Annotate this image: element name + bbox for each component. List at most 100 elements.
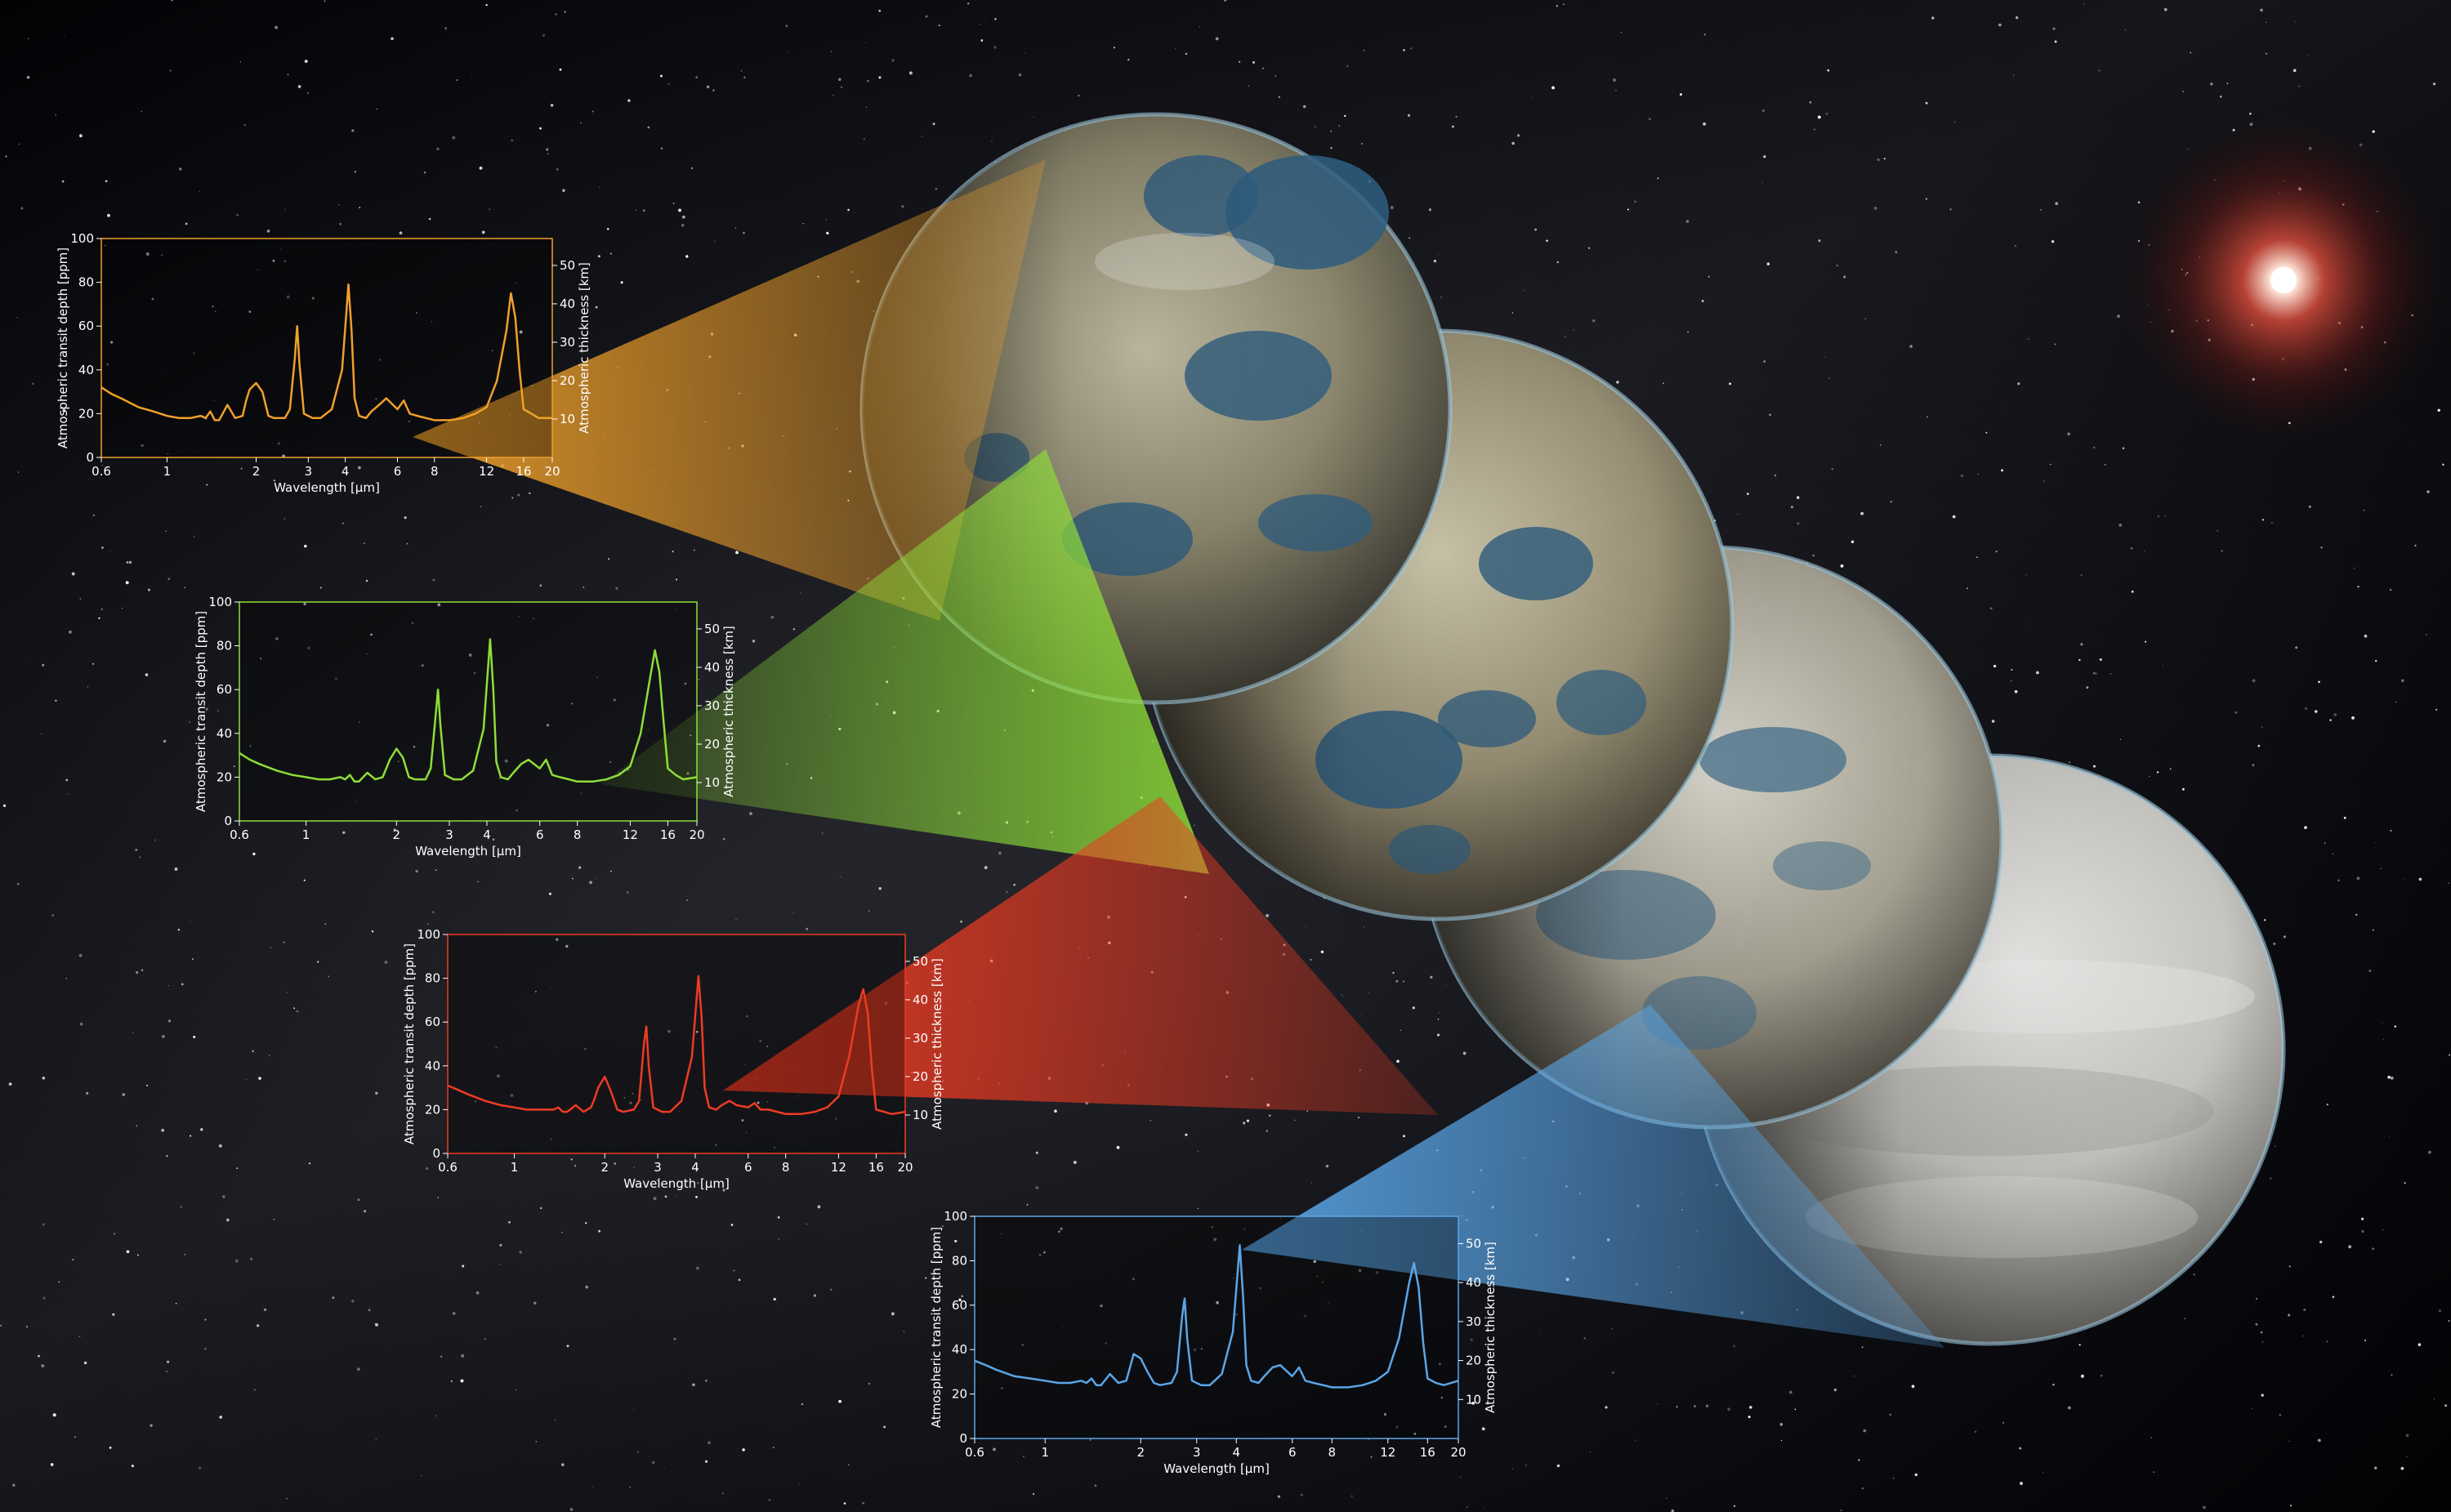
y-axis-label: Atmospheric transit depth [ppm] — [402, 943, 417, 1144]
star — [1104, 1341, 1108, 1345]
star — [2263, 919, 2266, 921]
star — [730, 1224, 734, 1226]
star — [1525, 1464, 1527, 1466]
star — [2332, 1296, 2335, 1298]
star — [772, 1447, 775, 1448]
star — [574, 1164, 577, 1167]
star — [830, 1288, 833, 1291]
star — [561, 1463, 565, 1466]
star — [2319, 1240, 2323, 1244]
star — [266, 230, 270, 233]
star — [615, 587, 618, 590]
star — [2351, 716, 2355, 720]
star — [1733, 1345, 1735, 1348]
star — [2308, 505, 2311, 508]
star — [1824, 356, 1826, 358]
star — [1204, 1417, 1206, 1418]
star — [2374, 842, 2376, 844]
star — [2401, 679, 2404, 682]
star — [739, 1291, 740, 1293]
y-right-tick-label: 50 — [1466, 1236, 1481, 1251]
star — [1818, 239, 1821, 243]
star — [12, 1483, 16, 1487]
star — [1840, 564, 1844, 568]
star — [1833, 1388, 1837, 1392]
star — [452, 1312, 456, 1315]
star — [1396, 1059, 1400, 1064]
star — [1278, 96, 1281, 99]
star — [1976, 556, 1978, 558]
star — [284, 208, 286, 210]
star — [609, 252, 612, 255]
star — [2150, 1437, 2153, 1438]
star — [2402, 879, 2404, 881]
star — [273, 1218, 275, 1220]
star — [2255, 1322, 2258, 1326]
star — [993, 46, 997, 49]
star — [1708, 275, 1710, 278]
star — [592, 1487, 594, 1488]
star — [339, 223, 342, 225]
star — [413, 745, 416, 748]
x-tick-label: 16 — [660, 827, 676, 842]
star — [843, 1502, 846, 1505]
star — [1407, 114, 1411, 117]
star — [280, 248, 283, 250]
star — [461, 1354, 465, 1358]
star — [68, 793, 69, 795]
star — [1216, 1300, 1219, 1305]
star — [746, 1015, 748, 1018]
star — [444, 27, 447, 29]
star — [1433, 259, 1437, 263]
star — [1796, 496, 1800, 499]
spectrum-line — [239, 638, 698, 783]
star — [2324, 842, 2326, 844]
star — [1679, 93, 1682, 96]
star — [2252, 679, 2256, 683]
star — [642, 209, 645, 212]
star — [2020, 1482, 2023, 1485]
star — [722, 1189, 725, 1192]
star — [2190, 51, 2192, 54]
star — [355, 801, 356, 802]
star — [147, 588, 151, 591]
star — [1727, 1407, 1731, 1412]
star — [1895, 251, 1898, 254]
star — [2315, 710, 2318, 713]
star — [1634, 200, 1636, 203]
star — [565, 944, 569, 948]
star — [1455, 115, 1458, 118]
star — [1471, 1401, 1476, 1405]
star — [1583, 1337, 1586, 1340]
star — [2318, 680, 2320, 684]
star — [1761, 109, 1765, 113]
star — [547, 153, 549, 154]
star — [177, 928, 181, 931]
star — [2390, 1076, 2394, 1080]
star — [1185, 1133, 1188, 1136]
star — [752, 640, 756, 643]
star — [589, 881, 592, 885]
star — [2320, 546, 2323, 549]
star — [311, 297, 315, 300]
star — [2373, 1466, 2377, 1470]
star — [107, 213, 110, 217]
star — [236, 213, 239, 216]
star — [757, 1101, 760, 1104]
star — [2164, 515, 2167, 517]
star — [2372, 1247, 2374, 1250]
star — [166, 1154, 168, 1157]
star — [1883, 158, 1886, 160]
x-tick-label: 2 — [393, 827, 401, 842]
star — [2051, 240, 2055, 243]
star — [2361, 1229, 2364, 1233]
star — [1402, 980, 1405, 983]
plot-frame — [239, 601, 698, 822]
star — [2261, 726, 2263, 728]
x-tick-label: 4 — [483, 827, 491, 842]
star — [184, 1254, 186, 1256]
spectrum-line — [974, 1244, 1459, 1389]
star — [2100, 1374, 2103, 1377]
x-tick-label: 12 — [623, 827, 638, 842]
y-tick-label: 60 — [217, 682, 232, 697]
